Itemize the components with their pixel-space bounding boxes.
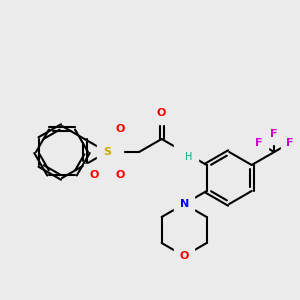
Text: O: O	[89, 169, 99, 179]
Text: H: H	[185, 152, 193, 162]
Text: O: O	[115, 169, 125, 179]
Text: O: O	[115, 124, 125, 134]
Text: N: N	[109, 147, 118, 157]
Text: F: F	[271, 129, 278, 139]
Text: F: F	[286, 138, 294, 148]
Text: O: O	[157, 108, 166, 118]
Text: N: N	[179, 199, 189, 209]
Text: N: N	[179, 147, 189, 157]
Text: O: O	[179, 251, 189, 261]
Text: F: F	[255, 138, 262, 148]
Text: S: S	[103, 147, 111, 157]
